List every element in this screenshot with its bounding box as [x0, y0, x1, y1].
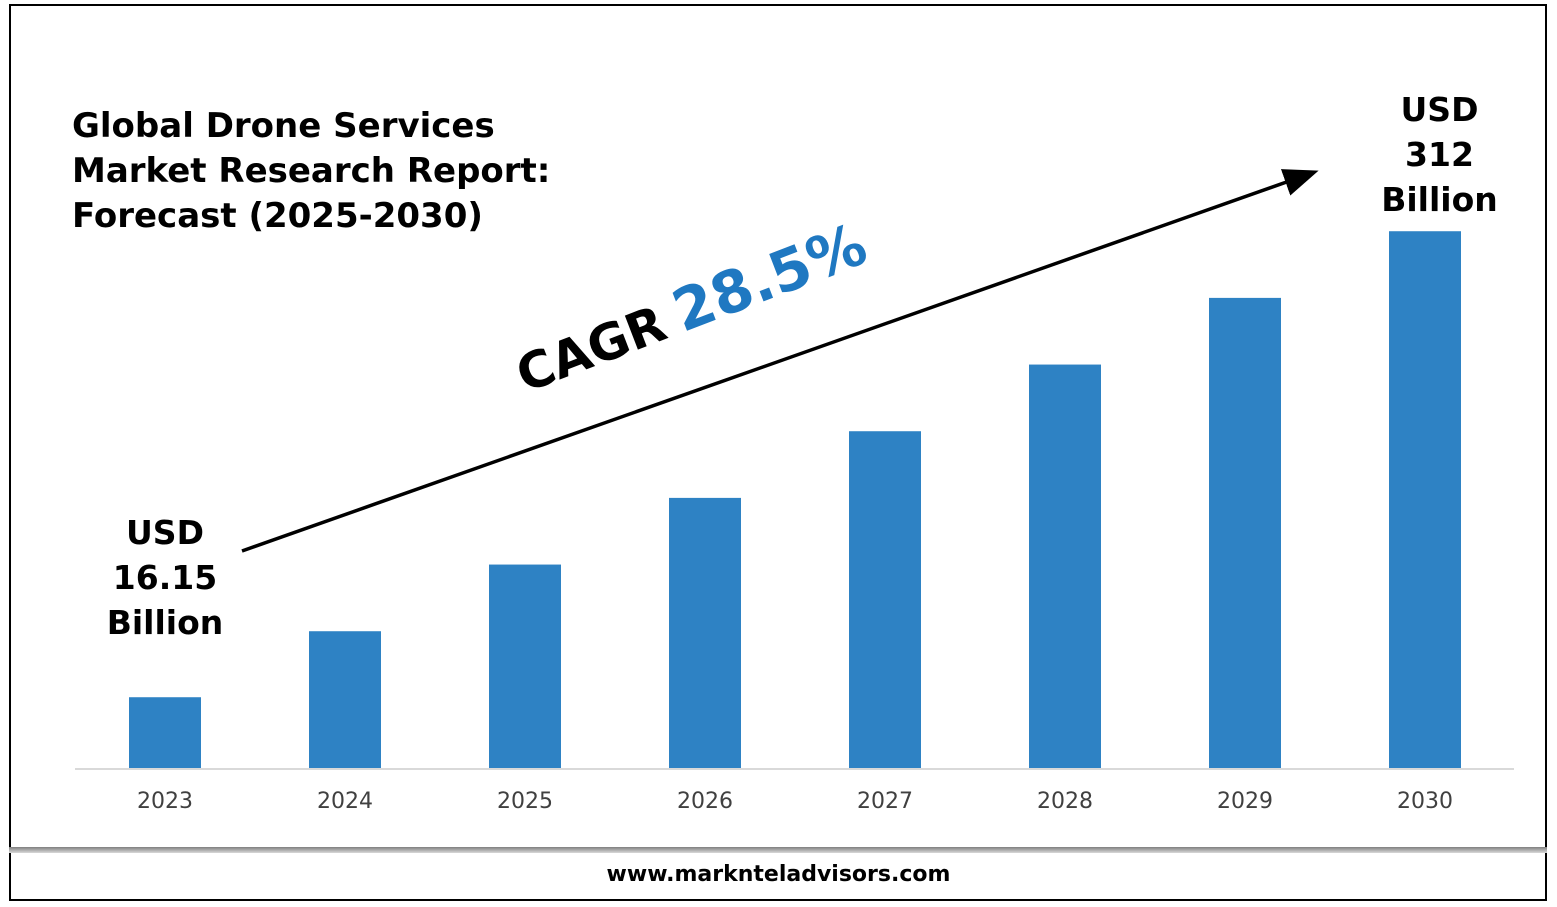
bar-2030 — [1389, 231, 1461, 769]
start-label-line-1: USD — [126, 513, 204, 552]
footer-url: www.marknteladvisors.com — [606, 862, 951, 887]
title-line-1: Global Drone Services — [72, 106, 495, 146]
bar-2028 — [1029, 364, 1101, 769]
x-tick-2029: 2029 — [1217, 789, 1273, 814]
x-tick-2026: 2026 — [677, 789, 733, 814]
x-tick-2028: 2028 — [1037, 789, 1093, 814]
chart-title: Global Drone Services Market Research Re… — [72, 104, 550, 239]
bars-group — [129, 231, 1461, 769]
start-label-line-2: 16.15 — [112, 558, 218, 597]
bar-2025 — [489, 564, 561, 769]
end-label-line-3: Billion — [1381, 180, 1498, 219]
bar-2024 — [309, 631, 381, 769]
growth-arrow — [241, 169, 1319, 553]
x-tick-2027: 2027 — [857, 789, 913, 814]
footer-divider — [9, 847, 1547, 853]
bar-2023 — [129, 697, 201, 769]
x-axis-ticks: 2023 2024 2025 2026 2027 2028 2029 2030 — [137, 789, 1453, 814]
end-label-line-2: 312 — [1405, 135, 1474, 174]
end-value-label: USD 312 Billion — [1372, 87, 1507, 222]
x-tick-2024: 2024 — [317, 789, 373, 814]
start-value-label: USD 16.15 Billion — [95, 510, 235, 645]
bar-2027 — [849, 431, 921, 769]
bar-2026 — [669, 497, 741, 769]
title-line-2: Market Research Report: — [72, 151, 551, 191]
chart-frame — [9, 4, 1547, 901]
start-label-line-3: Billion — [106, 603, 224, 642]
end-label-line-1: USD — [1400, 90, 1479, 129]
bar-2029 — [1209, 297, 1281, 769]
x-tick-2025: 2025 — [497, 789, 553, 814]
x-tick-2023: 2023 — [137, 789, 193, 814]
title-line-3: Forecast (2025-2030) — [72, 196, 483, 236]
x-tick-2030: 2030 — [1397, 789, 1453, 814]
